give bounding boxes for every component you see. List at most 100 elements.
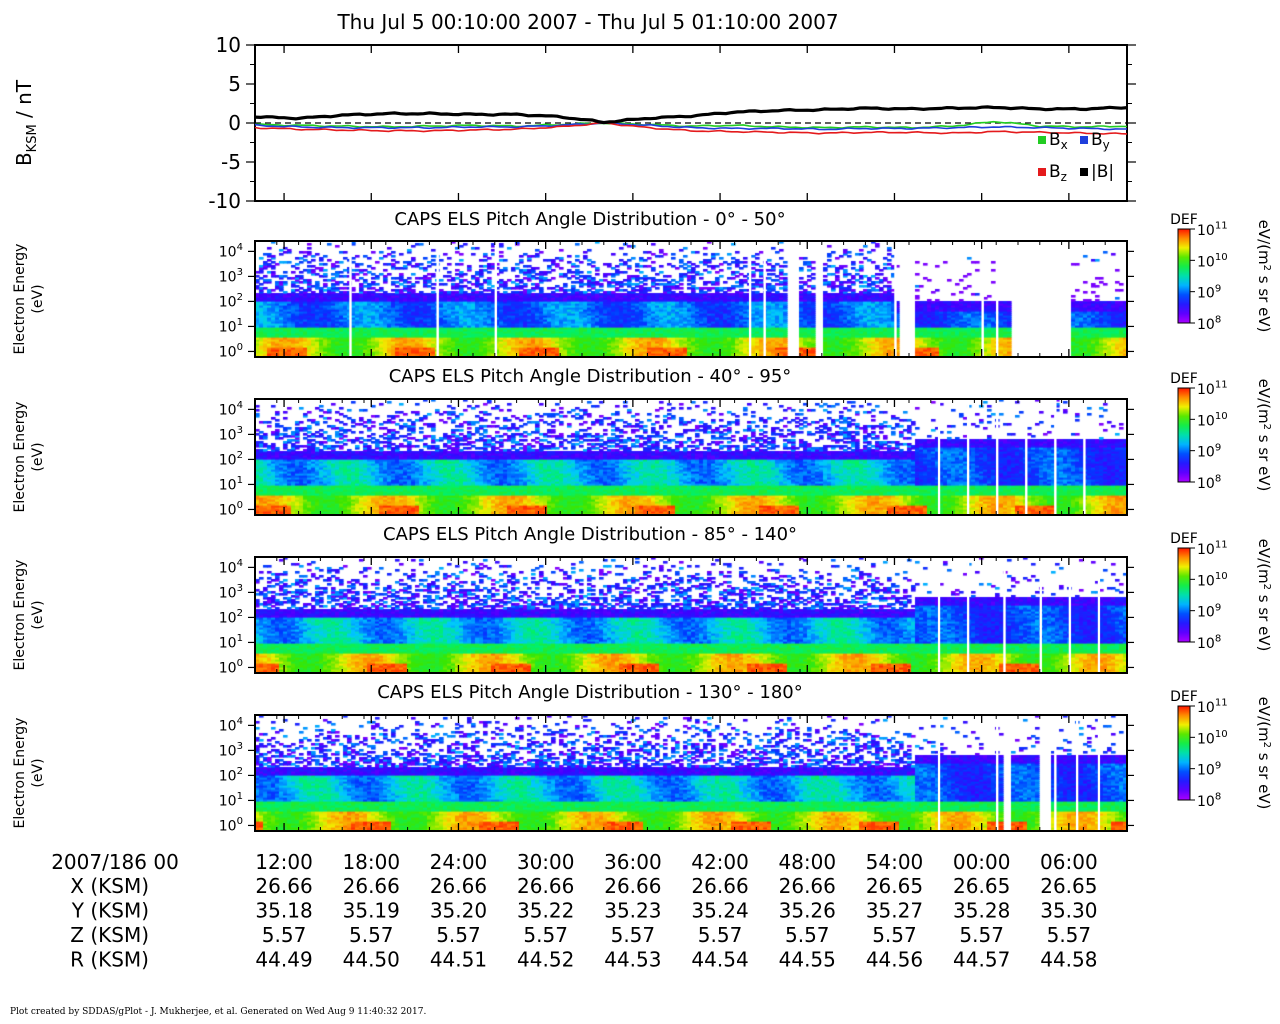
series-line-by (254, 122, 1127, 131)
ephemeris-value: 26.65 (866, 874, 923, 898)
panel-title: CAPS ELS Pitch Angle Distribution - 130°… (377, 682, 803, 703)
ephemeris-value: 26.66 (691, 874, 748, 898)
ephemeris-value: 26.66 (430, 874, 487, 898)
colorbar-unit-label: eV/(m2 s sr eV) (1255, 697, 1273, 810)
ephemeris-time-label: 24:00 (430, 850, 488, 874)
spectrogram-y-axis-label: Electron Energy (eV) (12, 718, 46, 829)
colorbar-4: DEF 108 109 1010 1011 eV/(m2 s sr eV) (1170, 689, 1273, 810)
data-dropout (938, 557, 941, 673)
spectrogram-ytick-label: 103 (219, 267, 243, 285)
spectrogram-ytick-label: 103 (219, 583, 243, 601)
ephemeris-value: 26.66 (604, 874, 661, 898)
colorbar-tick-label: 1011 (1197, 698, 1228, 716)
colorbar-tick-label: 109 (1197, 283, 1221, 301)
ephemeris-value: 5.57 (698, 923, 743, 947)
ephemeris-value: 5.57 (959, 923, 1004, 947)
data-dropout (749, 241, 752, 357)
figure-title: Thu Jul 5 00:10:00 2007 - Thu Jul 5 01:1… (336, 10, 838, 34)
colorbar-unit-label: eV/(m2 s sr eV) (1255, 539, 1273, 652)
ephemeris-row-label: X (KSM) (70, 874, 149, 898)
mag-ytick-label: 10 (216, 33, 241, 57)
series-line-bz (254, 122, 1128, 135)
panel-title: CAPS ELS Pitch Angle Distribution - 0° -… (394, 209, 785, 230)
ephemeris-row-label: R (KSM) (70, 948, 149, 972)
data-dropout (436, 241, 439, 357)
ephemeris-value: 35.30 (1040, 899, 1097, 923)
legend-entry: By (1091, 130, 1110, 152)
ephemeris-value: 44.55 (779, 948, 836, 972)
spectrogram-ytick-label: 102 (219, 766, 243, 784)
data-dropout (1097, 715, 1100, 831)
legend-swatch (1038, 136, 1046, 144)
series-line-bmag (254, 105, 1128, 125)
colorbar-tick-label: 109 (1197, 760, 1221, 778)
mag-ytick-label: -5 (221, 150, 241, 174)
mag-ytick-label: -10 (208, 189, 241, 213)
spectrogram-panels: CAPS ELS Pitch Angle Distribution - 0° -… (12, 209, 1134, 834)
colorbar-tick-label: 1011 (1197, 221, 1228, 239)
spectrogram-image (255, 399, 1127, 515)
spectrogram-image (255, 715, 1127, 831)
ephemeris-table: 2007/186 00 12:00 18:00 24:00 30:00 36:00 42:0… (51, 45, 1098, 972)
colorbar-bar (1177, 228, 1191, 324)
spectrogram-ytick-label: 103 (219, 741, 243, 759)
ephemeris-value: 26.66 (255, 874, 312, 898)
ephemeris-value: 44.50 (343, 948, 400, 972)
colorbar-tick-label: 108 (1197, 792, 1221, 810)
data-dropout (967, 557, 970, 673)
ephemeris-value: 44.49 (255, 948, 312, 972)
data-dropout (1061, 241, 1064, 357)
ephemeris-value: 35.18 (255, 899, 312, 923)
panel-title: CAPS ELS Pitch Angle Distribution - 40° … (389, 366, 792, 387)
ephemeris-value: 5.57 (436, 923, 481, 947)
spectrogram-panel-1: CAPS ELS Pitch Angle Distribution - 0° -… (12, 209, 1134, 360)
legend-entry: |B| (1091, 162, 1114, 182)
spectrogram-ytick-label: 101 (219, 791, 243, 809)
ephemeris-row-label: Z (KSM) (70, 923, 149, 947)
spectrogram-panel-2: CAPS ELS Pitch Angle Distribution - 40° … (12, 366, 1134, 518)
legend-swatch (1080, 168, 1088, 176)
spectrogram-ytick-label: 102 (219, 450, 243, 468)
ephemeris-value: 35.22 (517, 899, 574, 923)
ephemeris-value: 44.53 (604, 948, 661, 972)
ephemeris-date-label: 2007/186 00 (51, 850, 179, 874)
spectrogram-y-axis-label: Electron Energy (eV) (12, 244, 46, 355)
colorbar-tick-label: 1010 (1197, 729, 1228, 747)
spectrogram-ytick-label: 104 (219, 400, 243, 418)
legend-swatch (1038, 168, 1046, 176)
spectrogram-ytick-label: 100 (219, 658, 243, 676)
ephemeris-time-label: 18:00 (342, 850, 400, 874)
data-dropout (938, 399, 941, 515)
spectrogram-ytick-label: 101 (219, 475, 243, 493)
data-dropout (967, 399, 970, 515)
colorbar-bar (1177, 705, 1191, 801)
spectrogram-y-axis-label: Electron Energy (eV) (12, 402, 46, 513)
legend-swatch (1080, 136, 1088, 144)
ephemeris-value: 5.57 (611, 923, 656, 947)
spectrogram-ytick-label: 102 (219, 292, 243, 310)
colorbar-tick-label: 109 (1197, 442, 1221, 460)
ephemeris-value: 5.57 (1047, 923, 1092, 947)
ephemeris-time-label: 54:00 (866, 850, 924, 874)
ephemeris-value: 44.58 (1040, 948, 1097, 972)
data-dropout (1068, 557, 1071, 673)
spectrogram-panel-3: CAPS ELS Pitch Angle Distribution - 85° … (12, 524, 1134, 676)
ephemeris-value: 35.27 (866, 899, 923, 923)
data-dropout (763, 241, 766, 357)
data-dropout (1083, 399, 1086, 515)
mag-ytick-label: 0 (228, 111, 241, 135)
spectrogram-ytick-label: 101 (219, 317, 243, 335)
spectrogram-ytick-label: 101 (219, 633, 243, 651)
data-dropout (996, 715, 999, 831)
mag-ytick-label: 5 (228, 72, 241, 96)
ephemeris-time-label: 42:00 (691, 850, 749, 874)
ephemeris-value: 44.54 (691, 948, 748, 972)
ephemeris-value: 44.56 (866, 948, 923, 972)
colorbar-tick-label: 1010 (1197, 252, 1228, 270)
ephemeris-time-label: 30:00 (517, 850, 575, 874)
spectrogram-ytick-label: 100 (219, 816, 243, 834)
colorbar-tick-label: 109 (1197, 602, 1221, 620)
colorbar-bar (1177, 387, 1191, 483)
ephemeris-value: 35.24 (691, 899, 748, 923)
